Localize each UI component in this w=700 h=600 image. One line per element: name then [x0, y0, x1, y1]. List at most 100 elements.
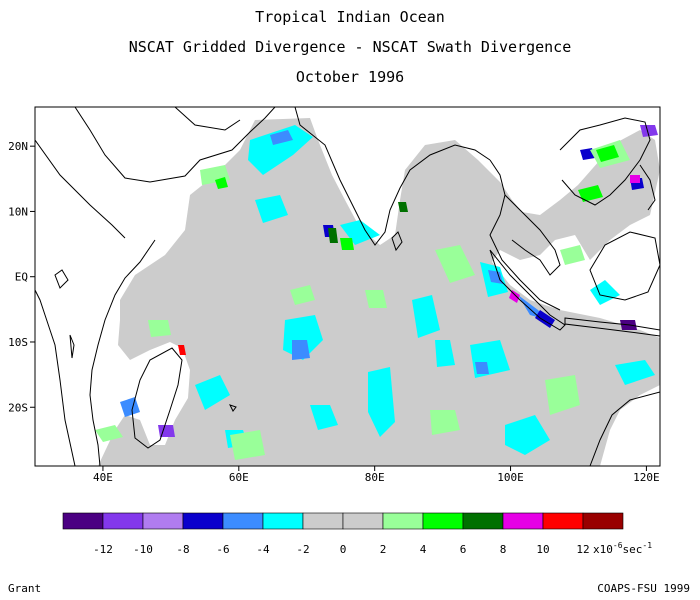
contour-2-to-4: [148, 320, 171, 337]
contour-minus-4-to-minus-6: [270, 130, 293, 145]
contour-4-to-6: [596, 145, 619, 162]
lon-label: 100E: [497, 471, 524, 484]
coastline-burma-thailand: [489, 159, 561, 311]
coastline-india: [294, 107, 491, 246]
colorbar-tick-label: -8: [176, 543, 189, 556]
colorbar-tick-label: 2: [380, 543, 387, 556]
colorbar-swatch: [142, 512, 184, 530]
coastline-red-sea: [35, 139, 126, 239]
contour-minus-2-to-minus-4: [412, 295, 440, 338]
units-suffix-exponent: -1: [642, 541, 652, 550]
colorbar-swatch: [262, 512, 304, 530]
contour-minus-2-to-minus-4: [505, 415, 550, 455]
divergence-contours: [95, 125, 658, 460]
colorbar-swatch: [222, 512, 264, 530]
contour-2-to-4: [290, 285, 315, 305]
coastline-sri-lanka: [391, 231, 403, 252]
lat-label: 10N: [8, 205, 28, 218]
colorbar-swatch: [62, 512, 104, 530]
contour-2-to-4: [435, 245, 475, 283]
contour-2-to-4: [230, 430, 265, 460]
contour-minus-4-to-minus-6: [120, 397, 140, 417]
contour-minus-2-to-minus-4: [590, 280, 620, 305]
colorbar-tick-label: 8: [500, 543, 507, 556]
colorbar-swatch: [342, 512, 384, 530]
coastline-madagascar: [131, 347, 183, 449]
coastlines: [35, 107, 660, 466]
colorbar-swatch: [542, 512, 584, 530]
contour-4-to-6: [340, 238, 354, 250]
contour-minus-2-to-minus-4: [248, 125, 313, 175]
colorbar-swatch: [102, 512, 144, 530]
coastline-somalia: [89, 239, 156, 466]
coastline-persian-gulf: [174, 107, 241, 131]
contour-2-to-4: [95, 425, 123, 442]
colorbar-tick-label: 10: [536, 543, 549, 556]
contour-minus-2-to-minus-4: [340, 220, 380, 245]
coastline-borneo: [589, 231, 660, 301]
coastline-sumatra: [489, 249, 566, 331]
contour-minus-2-to-minus-4: [435, 340, 455, 367]
lon-label: 120E: [633, 471, 660, 484]
contour-minus-2-to-minus-4: [195, 375, 230, 410]
units-exponent: -6: [613, 541, 623, 550]
colorbar-swatch: [302, 512, 344, 530]
contour-minus-4-to-minus-6: [292, 340, 310, 360]
coastline-indochina: [559, 117, 651, 206]
colorbar: [62, 512, 624, 530]
coastline-small-islands: [54, 269, 237, 412]
lon-label: 40E: [93, 471, 113, 484]
lat-label: 10S: [8, 336, 28, 349]
colorbar-tick-label: -12: [93, 543, 113, 556]
map-plot-area: [35, 107, 660, 466]
colorbar-tick-label: 12: [576, 543, 589, 556]
map-title: Tropical Indian Ocean: [255, 8, 445, 26]
colorbar-swatch: [502, 512, 544, 530]
contour-6-to-8: [398, 202, 408, 212]
colorbar-tick-label: -6: [216, 543, 229, 556]
colorbar-tick-label: 4: [420, 543, 427, 556]
colorbar-swatch: [182, 512, 224, 530]
coastline-java: [564, 317, 660, 337]
contour-10-to-12: [178, 345, 186, 355]
contour-minus-2-to-minus-4: [615, 360, 655, 385]
contour-2-to-4: [430, 410, 460, 435]
longitude-axis: 40E 60E 80E 100E 120E: [93, 466, 660, 484]
colorbar-tick-labels: -12 -10 -8 -6 -4 -2 0 2 4 6 8 10 12: [93, 543, 590, 556]
colorbar-swatch: [382, 512, 424, 530]
contour-4-to-6: [215, 177, 228, 189]
contour-6-to-8: [328, 228, 338, 243]
colorbar-swatch: [462, 512, 504, 530]
latitude-axis: 20N 10N EQ 10S 20S: [8, 140, 35, 414]
colorbar-tick-label: -4: [256, 543, 270, 556]
colorbar-tick-label: 6: [460, 543, 467, 556]
contour-2-to-4: [365, 290, 387, 308]
colorbar-tick-label: 0: [340, 543, 347, 556]
colorbar-swatch: [422, 512, 464, 530]
contour-minus-8-to-minus-10: [158, 425, 175, 437]
contour-2-to-4: [560, 245, 585, 265]
contour-minus-4-to-minus-6: [475, 362, 489, 374]
author-credit: Grant: [8, 582, 42, 595]
units-suffix: sec: [623, 543, 643, 556]
map-subtitle: NSCAT Gridded Divergence - NSCAT Swath D…: [128, 38, 572, 56]
contour-minus-2-to-minus-4: [368, 367, 395, 437]
contour-minus-4-to-minus-6: [488, 270, 503, 284]
lat-label: 20N: [8, 140, 28, 153]
contour-4-to-6: [578, 185, 603, 202]
coastline-philippines: [639, 164, 656, 211]
map-date: October 1996: [295, 68, 405, 86]
coastline-malay: [504, 194, 561, 276]
coastline-australia: [589, 391, 660, 466]
coastline-africa-east: [35, 289, 76, 466]
contour-minus-2-to-minus-4: [255, 195, 288, 223]
contour-2-to-4: [545, 375, 580, 415]
colorbar-swatch: [582, 512, 624, 530]
lon-label: 60E: [229, 471, 249, 484]
colorbar-tick-label: -10: [133, 543, 153, 556]
colorbar-tick-label: -2: [296, 543, 309, 556]
lat-label: 20S: [8, 401, 28, 414]
contour-8-to-10: [509, 290, 520, 303]
units-base: x10: [593, 543, 613, 556]
